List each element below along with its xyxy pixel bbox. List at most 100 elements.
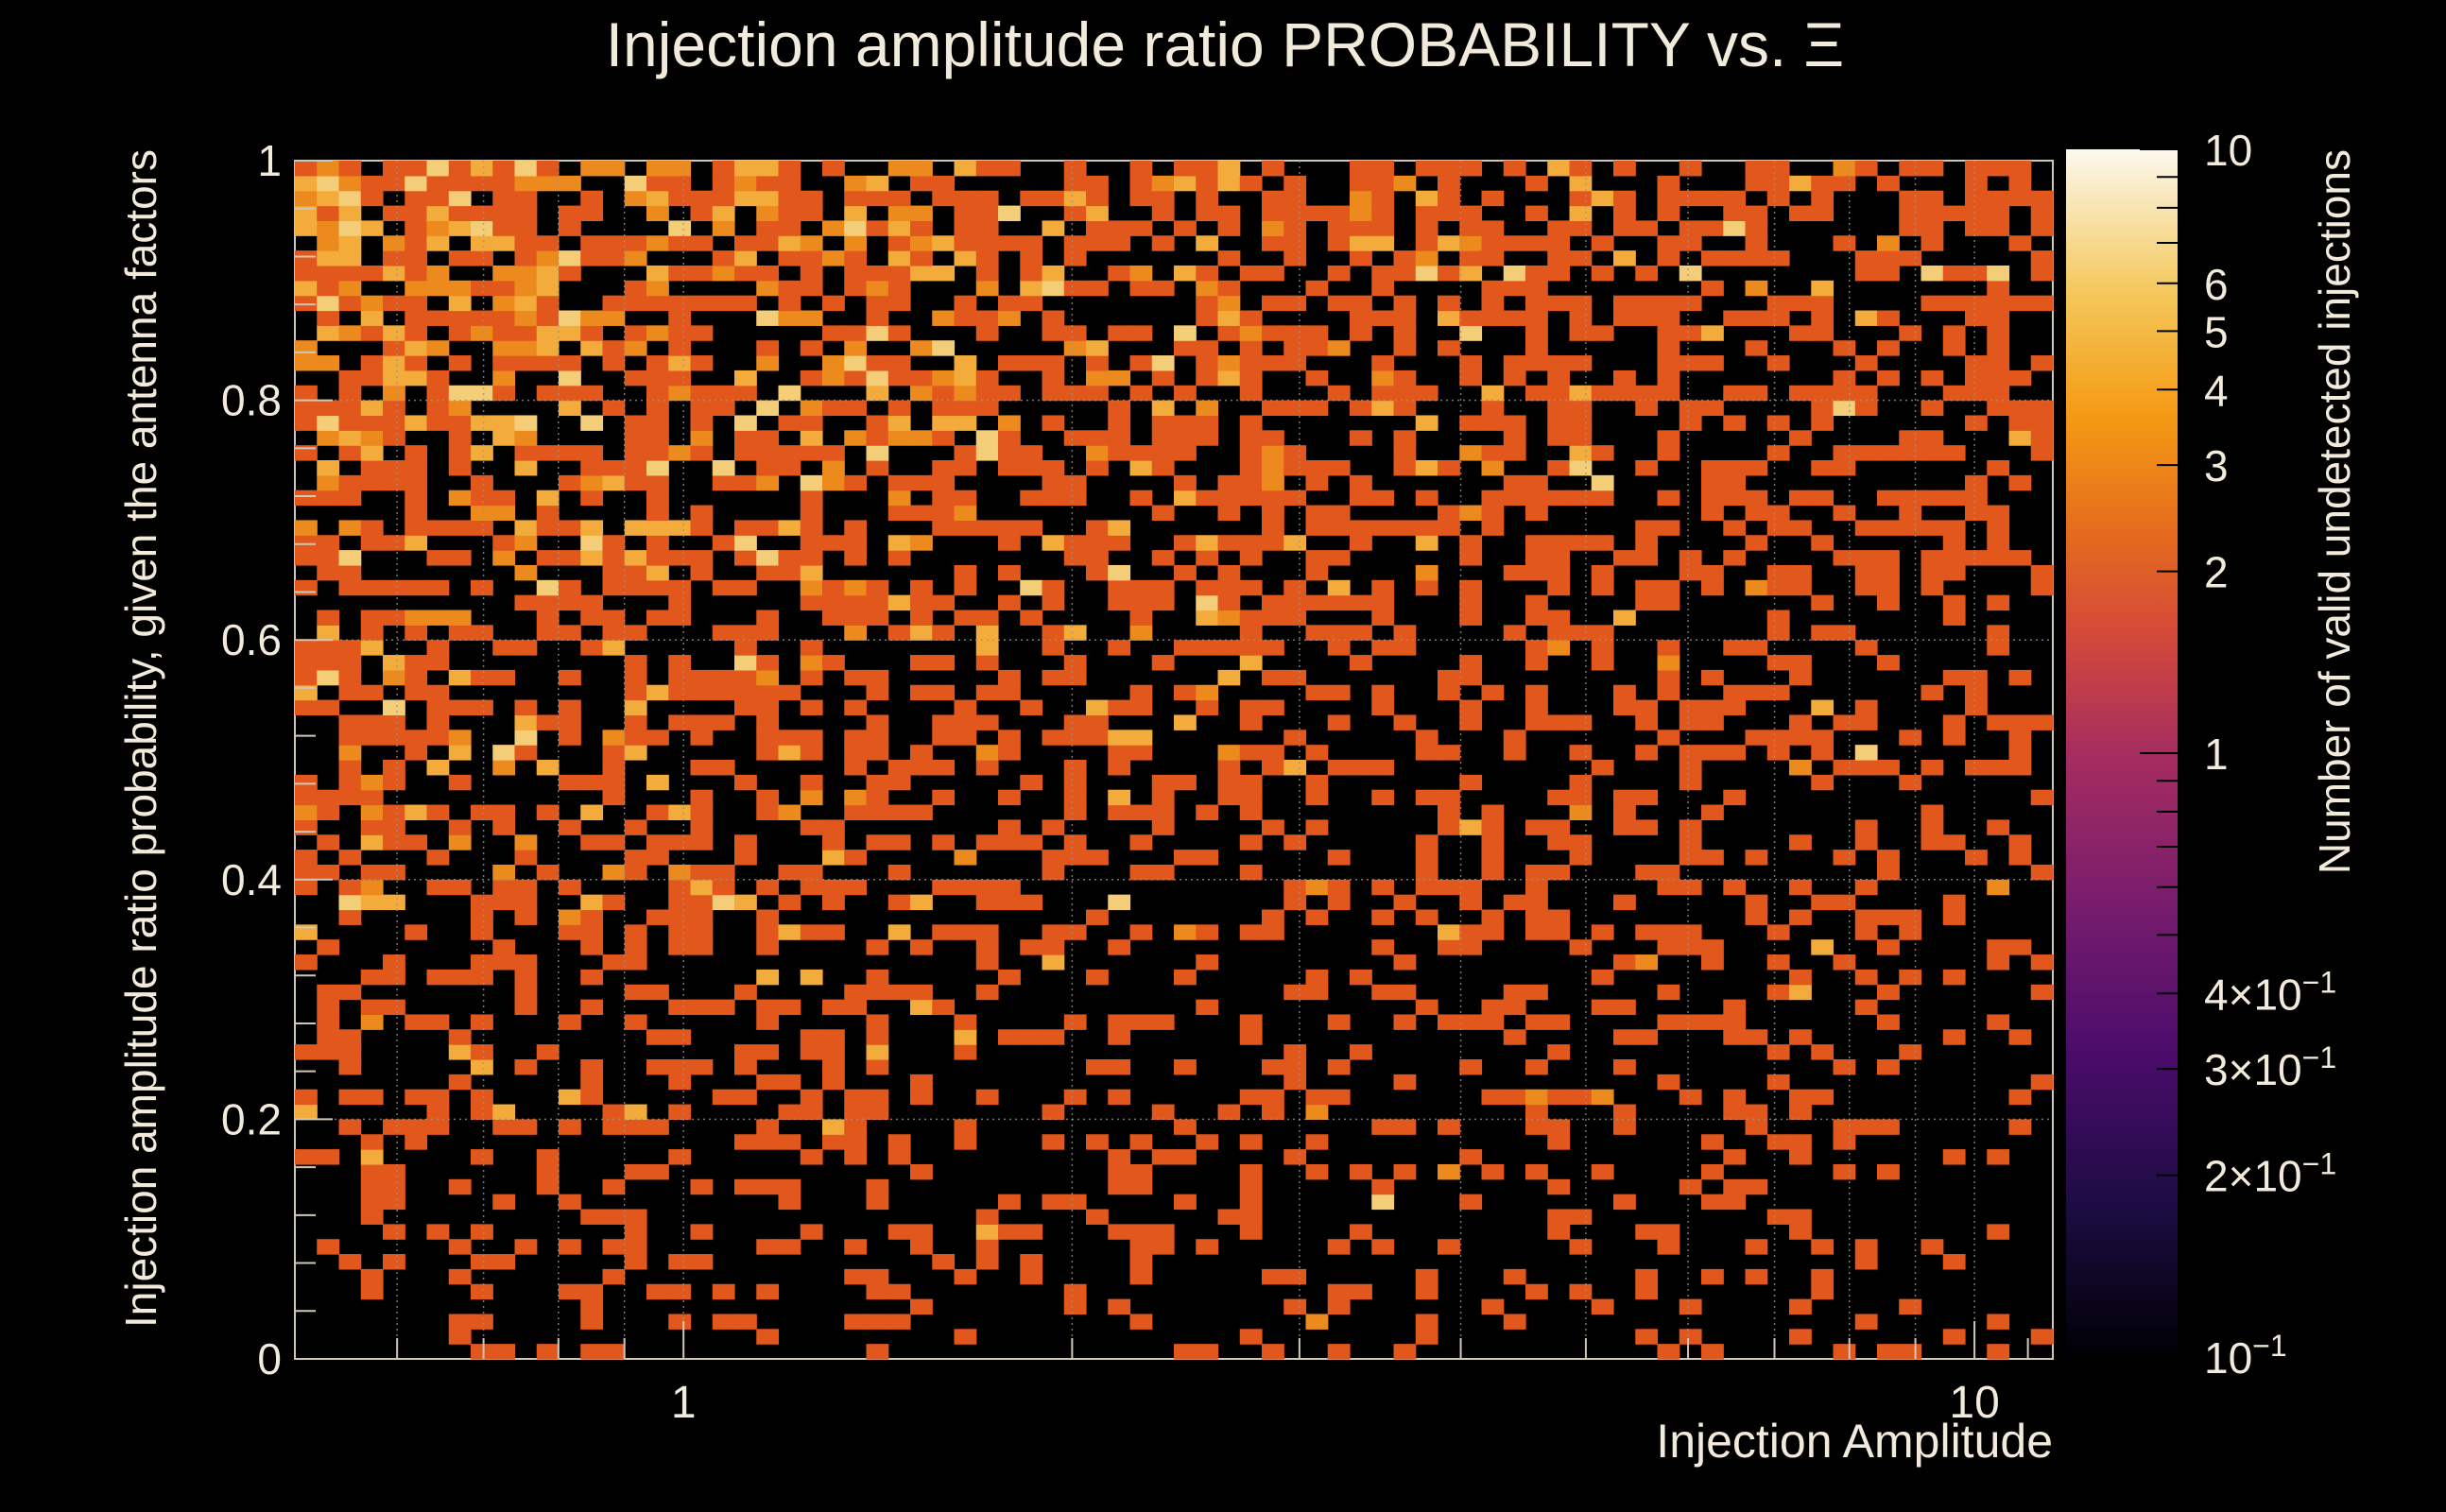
heatmap-cell [1239,1163,1263,1180]
heatmap-cell [1921,684,1944,701]
heatmap-cell [756,969,780,986]
heatmap-cell [317,474,340,491]
heatmap-cell [1854,879,1878,896]
heatmap-cell [1525,1283,1548,1300]
heatmap-cell [778,564,801,581]
heatmap-cell [646,535,669,551]
heatmap-cell [1635,924,1659,940]
heatmap-cell [1174,1149,1197,1165]
heatmap-cell [1415,220,1438,236]
heatmap-cell [405,175,428,192]
heatmap-cell [1438,684,1460,701]
heatmap-cell [734,655,757,671]
heatmap-cell [602,610,626,626]
heatmap-cell [1833,714,1856,730]
heatmap-cell [1020,834,1043,850]
heatmap-cell [998,745,1021,761]
heatmap-cell [1854,385,1878,402]
heatmap-cell [1547,220,1571,236]
heatmap-cell [1129,1014,1153,1030]
heatmap-cell [426,610,450,626]
heatmap-cell [295,1089,318,1106]
heatmap-cell [756,610,780,626]
heatmap-cell [360,175,384,192]
heatmap-cell [1811,175,1834,192]
heatmap-cell [1481,1089,1505,1106]
heatmap-cell [822,579,845,596]
heatmap-cell [295,220,318,236]
heatmap-cell [1196,954,1219,971]
heatmap-cell [1393,1119,1417,1135]
heatmap-cell [800,235,823,251]
heatmap-cell [690,265,714,282]
heatmap-cell [426,1224,450,1240]
heatmap-cell [756,161,780,177]
heatmap-cell [1438,520,1460,536]
heatmap-cell [1679,699,1702,716]
heatmap-cell [514,445,538,461]
heatmap-cell [778,295,801,312]
heatmap-cell [1415,385,1438,402]
heatmap-cell [1108,235,1131,251]
heatmap-cell [910,535,933,551]
heatmap-cell [1371,879,1395,896]
heatmap-cell [800,789,823,806]
colorbar-tick-label: 4×10−1 [2204,965,2336,1019]
heatmap-cell [756,730,780,746]
heatmap-cell [1196,265,1219,282]
heatmap-cell [471,490,493,507]
heatmap-cell [932,400,956,417]
heatmap-cell [1217,594,1241,611]
heatmap-cell [712,714,735,730]
heatmap-cell [317,205,340,221]
heatmap-cell [405,579,428,596]
heatmap-cell [975,834,999,850]
heatmap-cell [800,669,823,686]
heatmap-cell [1745,505,1768,521]
heatmap-cell [1129,490,1153,507]
heatmap-cell [1393,175,1417,192]
heatmap-cell [954,220,977,236]
heatmap-cell [1371,640,1395,656]
heatmap-cell [998,1194,1021,1211]
heatmap-cell [1239,1178,1263,1195]
heatmap-cell [712,250,735,266]
heatmap-cell [405,669,428,686]
heatmap-cell [1657,684,1680,701]
heatmap-cell [756,400,780,417]
heatmap-cell [1766,310,1790,326]
heatmap-cell [1899,1344,1922,1360]
heatmap-cell [559,474,581,491]
heatmap-cell [492,280,516,297]
heatmap-cell [1217,505,1241,521]
heatmap-cell [998,894,1021,911]
heatmap-cell [1965,550,1988,566]
heatmap-cell [360,714,384,730]
heatmap-cell [1679,325,1702,341]
heatmap-cell [1262,355,1284,371]
heatmap-cell [1151,190,1175,207]
heatmap-cell [998,445,1021,461]
heatmap-cell [360,804,384,820]
heatmap-cell [295,640,318,656]
heatmap-cell [668,834,692,850]
heatmap-cell [1657,430,1680,446]
heatmap-cell [1525,1163,1548,1180]
heatmap-cell [712,205,735,221]
heatmap-cell [646,385,669,402]
x-axis-label: Injection Amplitude [1656,1415,2053,1468]
heatmap-cell [1613,699,1636,716]
heatmap-cell [624,430,647,446]
heatmap-cell [1108,745,1131,761]
heatmap-cell [910,625,933,641]
heatmap-cell [383,699,405,716]
heatmap-cell [1327,640,1351,656]
heatmap-cell [559,369,581,387]
heatmap-cell [580,594,604,611]
heatmap-cell [1613,1119,1636,1135]
heatmap-cell [1129,924,1153,940]
heatmap-cell [668,879,692,896]
heatmap-cell [1129,460,1153,476]
heatmap-cell [1657,385,1680,402]
heatmap-cell [602,550,626,566]
